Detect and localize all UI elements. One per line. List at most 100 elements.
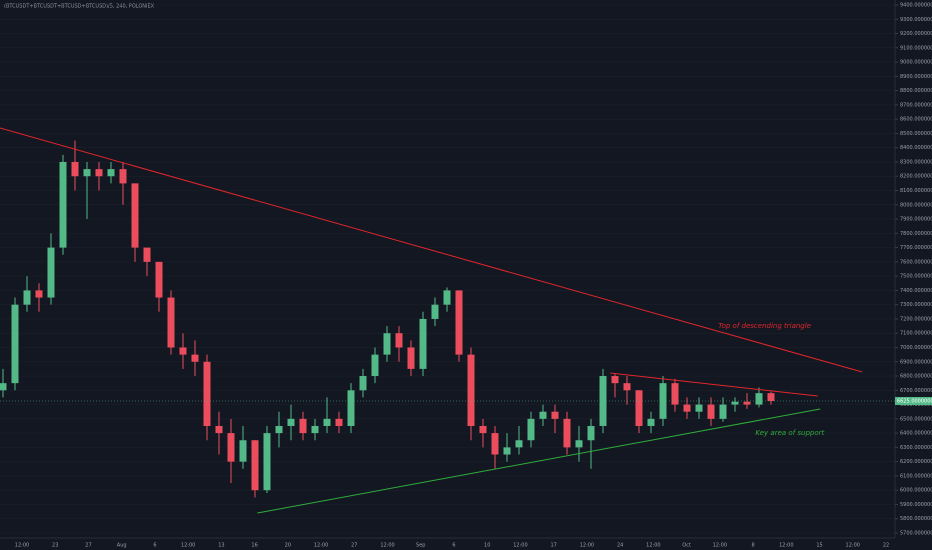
candle-body (539, 411, 547, 419)
candle-body (203, 361, 211, 426)
y-tick-label: 8700.00000000 (900, 102, 932, 108)
candle-body (587, 425, 595, 441)
y-tick-label: 7000.00000000 (900, 345, 932, 351)
candle-body (239, 440, 247, 462)
x-tick-label: 12:00 (580, 543, 594, 549)
y-tick-label: 8900.00000000 (900, 74, 932, 80)
candle-body (563, 418, 571, 448)
candle-body (23, 290, 31, 305)
y-tick-label: 6900.00000000 (900, 359, 932, 365)
x-tick-label: 20 (285, 543, 291, 549)
y-tick-label: 9000.00000000 (900, 60, 932, 66)
candle-body (575, 440, 583, 448)
trendline (610, 372, 818, 397)
candle-body (71, 161, 79, 177)
candle-body (359, 376, 367, 391)
x-tick-label: 12:00 (646, 543, 660, 549)
y-tick-label: 5900.00000000 (900, 502, 932, 508)
candle-body (635, 390, 643, 426)
x-tick-label: 27 (351, 543, 357, 549)
x-tick-label: 12:00 (713, 543, 727, 549)
y-tick-label: 9300.00000000 (900, 17, 932, 23)
last-price-label: 6625.00000000 (897, 399, 932, 405)
y-tick-label: 8400.00000000 (900, 145, 932, 151)
x-tick-label: 12:00 (314, 543, 328, 549)
candle-body (707, 404, 715, 419)
candle-body (251, 440, 259, 491)
candle-body (119, 169, 127, 184)
y-tick-label: 6500.00000000 (900, 416, 932, 422)
candle-body (179, 347, 187, 355)
x-tick-label: 17 (551, 543, 557, 549)
x-tick-label: 12:00 (15, 543, 29, 549)
y-tick-label: 8100.00000000 (900, 188, 932, 194)
candle-body (491, 433, 499, 455)
trendline (257, 408, 821, 514)
x-tick-label: 10 (484, 543, 490, 549)
y-tick-label: 8500.00000000 (900, 131, 932, 137)
candle-body (515, 440, 523, 448)
annotation: Top of descending triangle (718, 322, 811, 330)
y-tick-label: 8600.00000000 (900, 117, 932, 123)
x-tick-label: 6 (452, 543, 455, 549)
last-price-box (895, 397, 932, 405)
candle-body (11, 304, 19, 384)
candle-body (83, 169, 91, 177)
candle-body (611, 376, 619, 384)
x-tick-label: 12:00 (779, 543, 793, 549)
y-tick-label: 5800.00000000 (900, 516, 932, 522)
chart-title: (BTCUSDT+BTCUSDT+BTCUSD+BTCUSD)/5, 240, … (4, 4, 155, 10)
candle-body (299, 418, 307, 434)
x-tick-label: Oct (682, 543, 691, 549)
candle-body (143, 247, 151, 262)
y-tick-label: 7500.00000000 (900, 274, 932, 280)
candle-body (371, 354, 379, 377)
candle-body (383, 333, 391, 355)
x-tick-label: 12:00 (181, 543, 195, 549)
candle-body (683, 404, 691, 412)
x-tick-label: 24 (617, 543, 623, 549)
candle-body (215, 425, 223, 434)
candle-body (167, 297, 175, 348)
y-tick-label: 7700.00000000 (900, 245, 932, 251)
candle-body (347, 390, 355, 426)
candle-body (275, 425, 283, 434)
candle-body (527, 418, 535, 441)
candle-body (623, 383, 631, 391)
x-tick-label: 12:00 (846, 543, 860, 549)
candle-body (767, 393, 775, 401)
candle-body (647, 418, 655, 426)
y-tick-label: 8300.00000000 (900, 159, 932, 165)
y-tick-label: 7300.00000000 (900, 302, 932, 308)
candle-body (431, 304, 439, 319)
x-tick-label: 22 (883, 543, 889, 549)
candle-body (131, 183, 139, 248)
candle-body (311, 425, 319, 434)
y-tick-label: 7400.00000000 (900, 288, 932, 294)
y-tick-label: 6600.00000000 (900, 402, 932, 408)
x-tick-label: 8 (751, 543, 754, 549)
candle-body (443, 290, 451, 305)
x-tick-label: 15 (816, 543, 822, 549)
candle-body (287, 418, 295, 426)
x-tick-label: 12:00 (513, 543, 527, 549)
candle-body (0, 383, 7, 391)
x-tick-label: 13 (218, 543, 224, 549)
candle-body (551, 411, 559, 419)
candle-body (335, 418, 343, 426)
candle-body (35, 290, 43, 298)
candle-body (95, 169, 103, 177)
y-tick-label: 8000.00000000 (900, 202, 932, 208)
x-tick-label: Sep (416, 543, 425, 549)
y-tick-label: 7200.00000000 (900, 316, 932, 322)
y-tick-label: 7100.00000000 (900, 331, 932, 337)
candle-body (479, 425, 487, 434)
annotation: Key area of support (755, 429, 824, 437)
y-tick-label: 5700.00000000 (900, 531, 932, 537)
candle-body (755, 393, 763, 405)
trendline (0, 127, 863, 373)
y-tick-label: 6200.00000000 (900, 459, 932, 465)
y-tick-label: 8800.00000000 (900, 88, 932, 94)
x-tick-label: 23 (52, 543, 58, 549)
y-tick-label: 6700.00000000 (900, 388, 932, 394)
